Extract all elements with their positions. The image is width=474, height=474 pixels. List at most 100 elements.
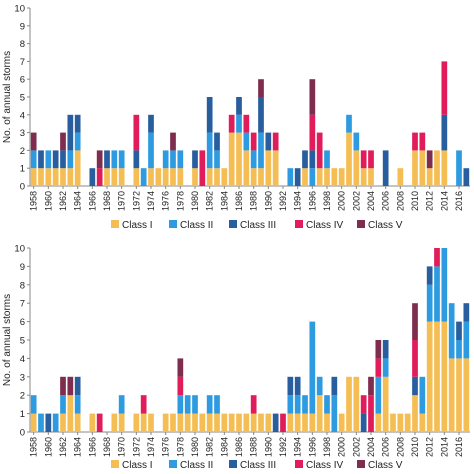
bar-segment-class-1 [221, 168, 228, 186]
bar-segment-class-1 [338, 413, 345, 432]
x-tick-label: 1998 [322, 437, 332, 457]
legend-label-class-5: Class V [368, 220, 403, 231]
legend-swatch-class-3 [229, 460, 237, 468]
bar-segment-class-2 [309, 168, 316, 186]
bar-segment-class-1 [368, 168, 374, 186]
legend: Class I Class II Class III Class IV Class V [111, 220, 403, 231]
y-tick-label: 9 [20, 262, 25, 273]
bar-segment-class-1 [434, 150, 440, 186]
bar-segment-class-2 [177, 395, 184, 414]
bar-segment-class-2 [353, 132, 360, 151]
bar-segment-class-1 [214, 168, 220, 186]
bar-segment-class-1 [302, 168, 308, 186]
bar-segment-class-5 [375, 340, 382, 359]
x-tick-label: 1980 [190, 191, 200, 211]
bar-segment-class-1 [434, 321, 440, 432]
bar-segment-class-3 [382, 340, 389, 359]
legend-swatch-class-4 [295, 460, 303, 468]
bar-segment-class-2 [74, 132, 81, 151]
bar-segment-class-2 [52, 413, 59, 432]
bar-segment-class-1 [155, 168, 162, 186]
bar-segment-class-3 [331, 376, 338, 396]
bar-segment-class-2 [192, 395, 198, 414]
bar-segment-class-2 [214, 150, 220, 169]
bar-segment-class-4 [280, 413, 286, 432]
x-tick-label: 1976 [161, 191, 171, 211]
bar-segment-class-3 [412, 376, 418, 396]
bar-segment-class-2 [426, 284, 433, 322]
bar-segment-class-5 [426, 150, 433, 169]
bar-segment-class-3 [265, 132, 272, 151]
x-tick-label: 1998 [322, 191, 332, 211]
bar-segment-class-2 [287, 168, 294, 186]
bar-segment-class-4 [250, 132, 257, 151]
x-tick-label: 1982 [205, 437, 215, 457]
y-tick-label: 5 [20, 93, 25, 104]
bar-segment-class-2 [206, 395, 213, 414]
x-tick-label: 2008 [395, 191, 405, 211]
x-tick-label: 2000 [337, 437, 347, 457]
bar-segment-class-2 [30, 395, 37, 414]
bar-segment-class-1 [397, 413, 404, 432]
bar-segment-class-1 [74, 150, 81, 186]
bar-segment-class-1 [441, 321, 448, 432]
bar-segment-class-4 [412, 132, 418, 151]
x-tick-label: 1974 [146, 437, 156, 457]
bar-segment-class-3 [463, 303, 470, 322]
bar-segment-class-2 [111, 150, 118, 169]
bar-segment-class-1 [221, 413, 228, 432]
bar-segment-class-3 [382, 150, 389, 186]
x-tick-label: 1992 [278, 191, 288, 211]
bar-segment-class-5 [177, 358, 184, 377]
x-tick-label: 1966 [87, 191, 97, 211]
bar-segment-class-2 [258, 132, 264, 169]
x-tick-label: 1962 [58, 191, 68, 211]
bar-segment-class-1 [375, 413, 382, 432]
legend-swatch-class-1 [111, 220, 119, 228]
bar-segment-class-1 [331, 168, 338, 186]
y-tick-label: 5 [20, 336, 25, 347]
y-tick-label: 8 [20, 280, 25, 291]
bar-segment-class-2 [302, 395, 308, 414]
bar-segment-class-4 [133, 114, 140, 151]
legend-label-class-1: Class I [122, 220, 153, 231]
bar-segment-class-4 [140, 395, 147, 414]
bar-segment-class-1 [397, 168, 404, 186]
bar-segment-class-4 [368, 150, 374, 169]
bar-segment-class-2 [162, 150, 169, 169]
x-tick-label: 1986 [234, 191, 244, 211]
bar-segment-class-3 [206, 97, 213, 133]
bar-segment-class-3 [104, 150, 110, 169]
bar-segment-class-2 [346, 114, 352, 133]
x-tick-label: 2014 [439, 437, 449, 457]
x-tick-label: 2002 [351, 191, 361, 211]
x-tick-label: 2000 [337, 191, 347, 211]
bar-segment-class-3 [192, 150, 198, 169]
x-tick-label: 1996 [307, 191, 317, 211]
x-tick-label: 1968 [102, 437, 112, 457]
bar-segment-class-4 [243, 114, 250, 133]
bar-segment-class-1 [353, 376, 360, 432]
y-axis-title: No. of annual storms [2, 294, 13, 386]
bar-segment-class-1 [177, 413, 184, 432]
x-tick-label: 2006 [381, 191, 391, 211]
y-tick-label: 0 [20, 182, 25, 193]
bar-segment-class-1 [412, 150, 418, 186]
bar-segment-class-2 [74, 395, 81, 414]
x-tick-label: 1960 [43, 437, 53, 457]
bar-segment-class-3 [441, 114, 448, 151]
bar-segment-class-3 [38, 150, 44, 169]
bar-segment-class-1 [162, 413, 169, 432]
bar-segment-class-1 [30, 413, 37, 432]
bar-segment-class-2 [324, 395, 330, 414]
x-tick-label: 2008 [395, 437, 405, 457]
bar-segment-class-4 [250, 395, 257, 414]
bar-segment-class-1 [118, 413, 125, 432]
bar-segment-class-2 [309, 321, 316, 414]
bar-segment-class-1 [45, 168, 52, 186]
bar-segment-class-1 [441, 150, 448, 186]
x-tick-label: 1964 [73, 191, 83, 211]
bar-segment-class-1 [265, 413, 272, 432]
bar-segment-class-2 [45, 150, 52, 169]
x-tick-label: 2004 [366, 191, 376, 211]
